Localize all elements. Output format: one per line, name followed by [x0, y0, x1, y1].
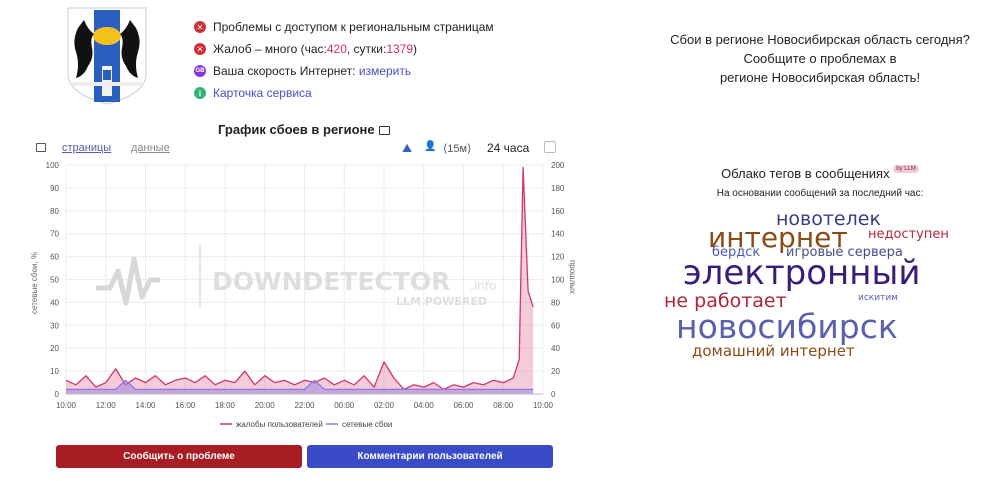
chart-title-text: График сбоев в регионе [218, 122, 375, 137]
tag-cloud-title-text: Облако тегов в сообщениях [721, 166, 890, 181]
y-tick-label-left: 60 [50, 253, 59, 262]
area-chart-icon[interactable]: ⛰ [402, 141, 413, 155]
tag-word[interactable]: новосибирск [676, 307, 898, 346]
region-coat-of-arms [67, 7, 147, 105]
problems-text: Проблемы с доступом к региональным стран… [213, 20, 494, 34]
y-tick-label-left: 20 [50, 344, 59, 353]
watermark: DOWNDETECTOR .info LLM POWERED [96, 245, 496, 308]
y-tick-label-right: 60 [551, 321, 560, 330]
x-tick-label: 14:00 [135, 401, 156, 410]
y-tick-label-right: 0 [551, 390, 556, 399]
x-tick-label: 20:00 [255, 401, 276, 410]
x-tick-label: 04:00 [414, 401, 435, 410]
watermark-sub: LLM POWERED [396, 295, 487, 308]
service-card-row: i Карточка сервиса [194, 82, 494, 104]
y-tick-label-right: 180 [551, 184, 565, 193]
complaints-prefix: Жалоб – много (час: [213, 42, 327, 56]
x-tick-label: 00:00 [334, 401, 355, 410]
legend-label-complaints: жалобы пользователей [236, 420, 323, 429]
x-tick-label: 08:00 [493, 401, 514, 410]
y-tick-label-left: 90 [50, 184, 59, 193]
y-tick-label-right: 140 [551, 230, 565, 239]
watermark-text: DOWNDETECTOR [212, 267, 450, 296]
x-tick-label: 22:00 [294, 401, 315, 410]
y-tick-label-right: 20 [551, 367, 560, 376]
screenshot-icon[interactable] [36, 143, 46, 152]
tag-word[interactable]: недоступен [868, 227, 949, 242]
y-tick-label-right: 80 [551, 298, 560, 307]
complaints-mid: , сутки: [346, 42, 387, 56]
y-tick-label-left: 0 [55, 390, 60, 399]
tag-cloud-title: Облако тегов в сообщениях by LLM [640, 165, 1000, 181]
y-tick-label-left: 40 [50, 298, 59, 307]
period-selector[interactable]: 24 часа [487, 141, 530, 155]
info-icon: i [194, 87, 206, 99]
speed-test-link[interactable]: измерить [358, 64, 412, 78]
tag-word[interactable]: не работает [664, 290, 787, 312]
error-icon: ✕ [194, 21, 206, 33]
user-comments-button[interactable]: Комментарии пользователей [307, 445, 553, 468]
complaints-row: ✕ Жалоб – много (час: 420, сутки: 1379) [194, 38, 494, 60]
complaints-day: 1379 [386, 42, 414, 56]
y-tick-label-left: 30 [50, 321, 59, 330]
region-question-line2: Сообщите о проблемах в [743, 51, 897, 66]
y-axis-label-left: сетевые сбои, % [30, 252, 39, 314]
interval-selector[interactable]: ⟨15м⟩ [443, 143, 472, 155]
y-tick-label-left: 80 [50, 207, 59, 216]
y-tick-label-right: 40 [551, 344, 560, 353]
tag-cloud-subtitle: На основании сообщений за последний час: [716, 188, 924, 199]
person-icon[interactable]: 👤 [424, 141, 437, 152]
y-tick-label-right: 100 [551, 276, 565, 285]
speed-label: Ваша скорость Интернет: [213, 64, 356, 78]
region-question: Сбои в регионе Новосибирская область сег… [640, 30, 1000, 87]
legend: жалобы пользователей сетевые сбои [220, 420, 392, 429]
problems-row: ✕ Проблемы с доступом к региональным стр… [194, 16, 494, 38]
x-tick-label: 06:00 [453, 401, 474, 410]
complaints-suffix: ) [413, 42, 418, 56]
monitor-icon [378, 126, 390, 135]
region-question-line3: регионе Новосибирская область! [719, 70, 921, 85]
complaints-hour: 420 [326, 42, 347, 56]
tag-word[interactable]: игровые сервера [786, 245, 903, 260]
region-question-line1: Сбои в регионе Новосибирская область сег… [670, 32, 970, 47]
x-tick-label: 02:00 [374, 401, 395, 410]
service-card-link[interactable]: Карточка сервиса [213, 86, 312, 100]
tag-word[interactable]: интернет [708, 221, 848, 254]
chart-toolbar: страницы данные ⛰ 👤 ⟨15м⟩ 24 часа [36, 141, 566, 157]
llm-badge: by LLM [893, 165, 919, 173]
legend-label-outages: сетевые сбои [342, 420, 392, 429]
speedometer-icon: GB [194, 65, 206, 77]
tab-pages[interactable]: страницы [62, 142, 112, 154]
y-tick-label-left: 10 [50, 367, 59, 376]
y-tick-label-right: 120 [551, 253, 565, 262]
y-tick-label-left: 70 [50, 230, 59, 239]
outage-chart: DOWNDETECTOR .info LLM POWERED 0 0 10 20 20 4… [30, 161, 577, 429]
tag-word[interactable]: новотелек [776, 208, 881, 230]
y-tick-label-right: 160 [551, 207, 565, 216]
y-tick-label-left: 50 [50, 276, 59, 285]
error-icon: ✕ [194, 43, 206, 55]
tag-word[interactable]: электронный [683, 253, 921, 293]
x-tick-label: 12:00 [96, 401, 117, 410]
series-line-complaints [65, 166, 534, 391]
report-problem-button[interactable]: Сообщить о проблеме [56, 445, 302, 468]
y-tick-label-right: 200 [551, 161, 565, 170]
status-list: ✕ Проблемы с доступом к региональным стр… [194, 16, 494, 104]
watermark-suffix: .info [470, 279, 496, 293]
series-area-outages [66, 380, 534, 394]
y-axis-label-right: прошлых [568, 260, 577, 294]
speed-row: GB Ваша скорость Интернет: измерить [194, 60, 494, 82]
tag-word[interactable]: домашний интернет [692, 342, 855, 360]
y-tick-label-left: 100 [46, 161, 60, 170]
tag-word[interactable]: искитим [858, 293, 898, 303]
x-tick-label: 18:00 [215, 401, 236, 410]
tab-data[interactable]: данные [131, 142, 170, 154]
chart-title: График сбоев в регионе [218, 122, 390, 137]
x-tick-label: 10:00 [56, 401, 77, 410]
tag-word[interactable]: бердск [712, 245, 761, 260]
calendar-icon[interactable] [544, 141, 556, 153]
series-line-outages [66, 379, 534, 391]
x-tick-label: 10:00 [533, 401, 554, 410]
x-tick-label: 16:00 [175, 401, 196, 410]
